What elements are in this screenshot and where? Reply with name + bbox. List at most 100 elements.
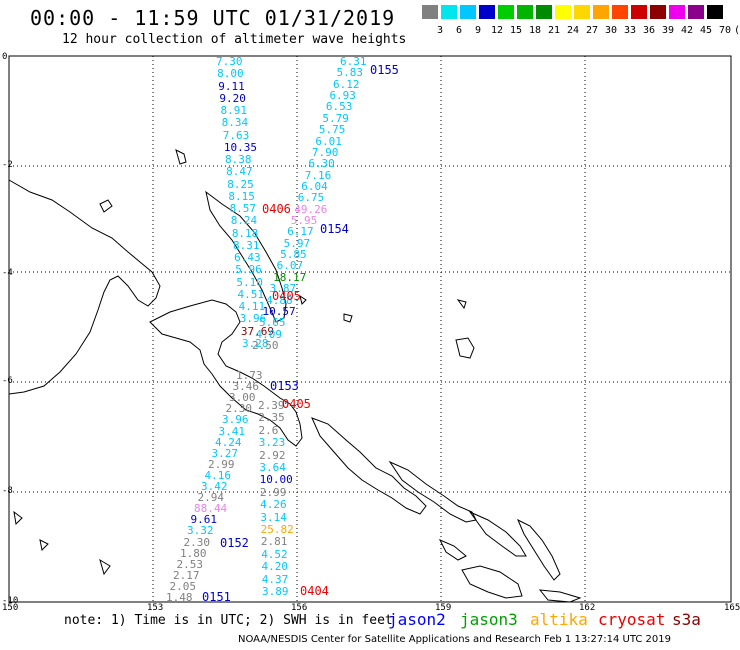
new-britain-coast <box>149 299 303 447</box>
swh-value-label: 6.04 <box>301 179 328 193</box>
swh-value-label: 3.87 <box>269 282 297 296</box>
scale-swatch <box>669 5 685 19</box>
scale-swatch <box>441 5 457 19</box>
swh-value-label: 2.53 <box>176 557 204 571</box>
scale-label: 33 <box>623 25 637 36</box>
scale-label: 27 <box>585 25 599 36</box>
scale-label: 12 <box>490 25 504 36</box>
new-georgia-coast <box>438 539 467 561</box>
scale-label: 9 <box>474 25 482 36</box>
swh-value-label: 5.85 <box>280 248 307 262</box>
swh-value-label: 6.07 <box>276 259 304 273</box>
swh-value-label: 6.43 <box>234 251 261 265</box>
pass-id-label: 0151 <box>202 590 231 604</box>
swh-value-label: 5.65 <box>259 316 286 330</box>
satellite-legend-item: cryosat <box>598 610 666 629</box>
swh-value-label: 6.31 <box>340 55 367 68</box>
scale-label: 45 <box>699 25 713 36</box>
swh-value-label: 3.27 <box>211 446 239 460</box>
swh-value-label: 6.53 <box>325 100 353 114</box>
swh-value-label: 9.20 <box>219 91 246 105</box>
latitude-tick-label: -6 <box>2 376 13 386</box>
swh-value-label: 6.17 <box>287 225 314 239</box>
swh-value-label: 1.48 <box>166 591 193 604</box>
swh-value-label: 8.25 <box>227 177 254 191</box>
swh-value-label: 2.30 <box>225 402 253 416</box>
swh-value-label: 4.26 <box>260 498 287 512</box>
swh-value-label: 2.99 <box>259 485 287 499</box>
swh-value-label: 9.61 <box>190 513 218 527</box>
scale-swatch <box>498 5 514 19</box>
latitude-tick-label: -8 <box>2 486 13 496</box>
pass-id-label: 0405 <box>272 289 301 303</box>
manus-island <box>99 199 113 213</box>
ontong-java <box>455 337 475 359</box>
pass-id-label: 0406 <box>262 202 291 216</box>
swh-value-label: 49.26 <box>294 202 328 216</box>
scale-label: 42 <box>680 25 694 36</box>
swh-value-label: 7.30 <box>216 55 243 68</box>
swh-value-label: 88.44 <box>194 502 228 516</box>
scale-swatch <box>460 5 476 19</box>
scale-label: 30 <box>604 25 618 36</box>
swh-value-label: 5.97 <box>283 236 311 250</box>
nissan-island <box>343 313 353 323</box>
swh-value-label: 8.15 <box>228 189 255 203</box>
pass-id-label: 0154 <box>320 222 349 236</box>
swh-value-label: 3.41 <box>218 424 246 438</box>
santa-isabel-coast <box>468 510 527 557</box>
longitude-tick-label: 150 <box>2 603 19 613</box>
swh-value-label: 2.35 <box>258 411 285 425</box>
new-guinea-coast <box>8 179 161 395</box>
nukumanu <box>456 299 467 310</box>
swh-value-label: 18.17 <box>273 270 307 284</box>
swh-value-label: 1.80 <box>180 546 207 560</box>
swh-value-label: 4.51 <box>237 287 264 301</box>
scale-label: 36 <box>642 25 656 36</box>
malaita-coast <box>517 518 561 581</box>
swh-value-label: 2.05 <box>169 579 197 593</box>
swh-value-label: 8.00 <box>217 67 244 81</box>
scale-swatch <box>479 5 495 19</box>
scale-swatch <box>612 5 628 19</box>
longitude-tick-label: 153 <box>147 603 164 613</box>
satellite-legend-item: altika <box>530 610 588 629</box>
swh-value-label: 2.39 <box>258 399 285 412</box>
swh-value-label: 4.88 <box>266 293 293 307</box>
chart-title: 00:00 - 11:59 UTC 01/31/2019 <box>30 6 396 30</box>
scale-swatch <box>574 5 590 19</box>
scale-swatch <box>536 5 552 19</box>
swh-value-label: 6.01 <box>315 134 342 148</box>
scale-swatch <box>593 5 609 19</box>
scale-swatch <box>688 5 704 19</box>
swh-value-label: 8.47 <box>226 165 253 179</box>
scale-label: 39 <box>661 25 675 36</box>
swh-value-label: 5.10 <box>236 275 263 289</box>
scale-label: 21 <box>547 25 561 36</box>
swh-value-label: 4.24 <box>215 435 242 449</box>
swh-value-label: 1.73 <box>236 369 263 382</box>
pass-id-label: 0405 <box>282 397 311 411</box>
scale-swatch <box>517 5 533 19</box>
pass-id-label: 0152 <box>220 536 249 550</box>
swh-value-label: 3.32 <box>187 524 214 538</box>
latitude-tick-label: -10 <box>2 596 19 606</box>
swh-value-label: 10.00 <box>259 473 293 487</box>
longitude-tick-label: 156 <box>291 603 308 613</box>
swh-value-label: 3.64 <box>259 461 286 474</box>
swh-value-label: 2.99 <box>208 457 235 471</box>
swh-value-label: 3.89 <box>262 585 289 598</box>
swh-value-label: 8.34 <box>221 116 249 130</box>
swh-value-label: 4.11 <box>238 300 266 314</box>
makira-coast <box>538 589 582 603</box>
swh-value-label: 3.42 <box>201 480 228 493</box>
scale-label: 6 <box>455 25 463 36</box>
swh-value-label: 3.96 <box>222 413 249 427</box>
coastlines <box>8 149 582 603</box>
scale-label: 18 <box>528 25 542 36</box>
bougainville-coast <box>311 417 427 515</box>
swh-value-label: 2.17 <box>173 568 200 582</box>
swh-value-label: 2.92 <box>259 448 286 462</box>
satellite-legend-item: jason3 <box>460 610 518 629</box>
